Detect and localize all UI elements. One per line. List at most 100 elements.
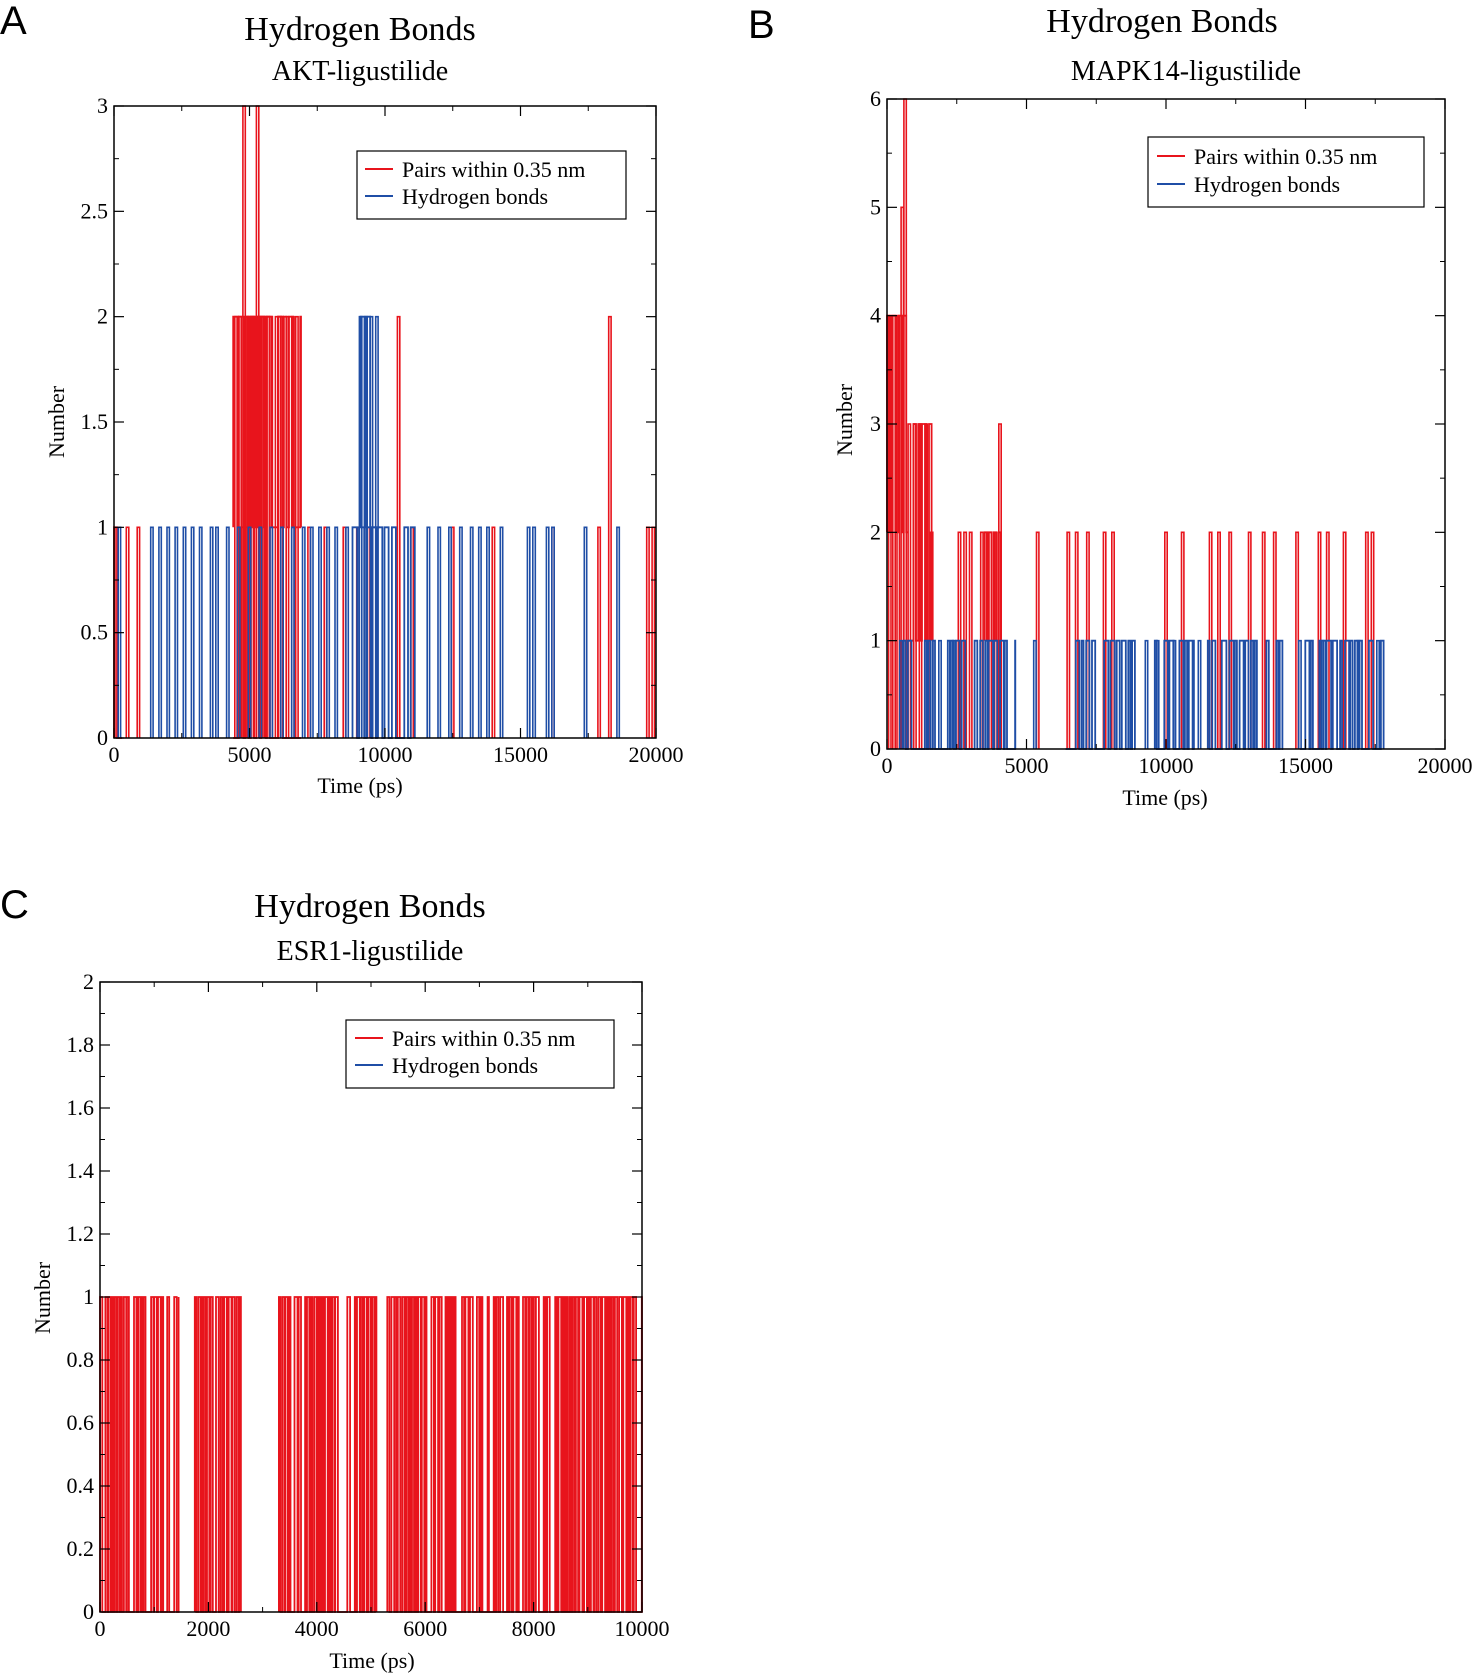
panel-b-pairs-spike-29 [1261,531,1266,749]
panel-a-legend-hbonds: Hydrogen bonds [402,184,548,209]
panel-a-hbonds-spike-15 [280,526,284,738]
panel-b-legend-box [1147,136,1425,208]
panel-a-xtick-label-3: 15000 [493,742,548,767]
panel-c-letter: C [0,883,29,927]
panel-a-hbonds-spike-11 [236,526,241,738]
panel-c-ytick-label-10: 2 [83,969,94,994]
panel-a-hbonds-spike-2 [158,526,163,738]
panel-a-ytick-label-5: 2.5 [81,198,109,223]
panel-c-ytick-label-8: 1.6 [67,1095,95,1120]
panel-a-hbonds-spike-4 [174,526,179,738]
panel-a-hbonds-spike-39 [583,526,588,738]
panel-b-hbonds-region-3 [1206,639,1284,750]
panel-a-xtick-label-0: 0 [109,742,120,767]
panel-a-hbonds-spike-6 [190,526,195,738]
panel-a-hbonds-spike-37 [545,526,550,738]
panel-c-ytick-label-4: 0.8 [67,1347,95,1372]
panel-b-pairs-spike-5 [907,423,912,749]
panel-a-hbonds-spike-7 [198,526,203,738]
panel-a-hbonds-spike-14 [269,526,274,738]
panel-a-hbonds-spike-25 [369,315,374,738]
panel-b-title: Hydrogen Bonds [1046,3,1277,40]
panel-a-hbonds-spike-21 [334,526,339,738]
panel-c-legend-pairs: Pairs within 0.35 nm [392,1026,575,1051]
panel-a-hbonds-spike-8 [209,526,214,738]
panel-c-ytick-label-3: 0.6 [67,1410,95,1435]
panel-b-hbonds-spike-7 [1197,639,1202,749]
panel-c-xtick-label-2: 4000 [295,1616,339,1641]
panel-a-hbonds-spike-3 [166,526,171,738]
panel-b-ticks: 0 5000 10000 15000 20000 0 1 2 3 4 5 6 [870,86,1473,778]
panel-a-plot-area: 0 5000 10000 15000 20000 0 0.5 1 1.5 2 2.5 3 [81,93,684,767]
panel-b-ytick-label-5: 5 [870,194,881,219]
panel-b-xtick-label-1: 5000 [1005,753,1049,778]
panel-b-hbonds-spike-2 [952,639,956,749]
panel-a-hbonds-spike-33 [486,526,490,738]
panel-a-ytick-label-1: 0.5 [81,620,109,645]
panel-c-pairs-region-2 [278,1296,378,1613]
panel-b-hbonds-spike-10 [1356,639,1361,749]
panel-a-pairs-spike-25 [491,526,496,738]
panel-c-ytick-label-7: 1.4 [67,1158,95,1183]
panel-a-pairs-spike-28 [607,315,612,738]
panel-c-xtick-label-3: 6000 [403,1616,447,1641]
panel-c-title: Hydrogen Bonds [254,888,485,925]
panel-b-ytick-label-1: 1 [870,628,881,653]
panel-a-pairs-spike-2 [136,526,141,738]
panel-b-hbonds-spike-4 [1144,639,1149,749]
panel-b-xtick-label-2: 10000 [1139,753,1194,778]
panel-c-series-pairs [99,1296,643,1613]
panel-a-ytick-label-0: 0 [97,725,108,750]
panel-b-ytick-label-2: 2 [870,519,881,544]
panel-a-hbonds-spike-27 [426,526,431,738]
panel-c-ytick-label-0: 0 [83,1599,94,1624]
panel-c-ytick-label-2: 0.4 [67,1473,95,1498]
panel-a-hbonds-spike-29 [448,526,452,738]
panel-b-hbonds-spike-1 [938,639,942,749]
panel-b-pairs-spike-8 [924,423,929,749]
panel-a-xtick-label-4: 20000 [629,742,684,767]
panel-a-legend: Pairs within 0.35 nm Hydrogen bonds [356,150,627,220]
panel-c-ytick-label-5: 1 [83,1284,94,1309]
panel-c-xtick-label-0: 0 [95,1616,106,1641]
panel-a-hbonds-spike-22 [345,526,350,738]
panel-a-hbonds-spike-30 [458,526,463,738]
panel-c-ytick-label-1: 0.2 [67,1536,95,1561]
panel-c-series-layer [99,1296,643,1613]
panel-a-hbonds-spike-13 [258,526,263,738]
panel-a-ytick-label-4: 2 [97,304,108,329]
panel-a-hbonds-spike-1 [149,526,154,738]
panel-a-hbonds-spike-38 [551,526,555,738]
panel-b-ytick-label-3: 3 [870,411,881,436]
panel-b-letter: B [748,3,775,47]
panel-a-hbonds-spike-36 [532,526,537,738]
panel-b-hbonds-spike-9 [1320,639,1325,749]
panel-b-legend: Pairs within 0.35 nm Hydrogen bonds [1147,136,1425,208]
panel-a-title: Hydrogen Bonds [244,11,475,48]
panel-a-xtick-label-2: 10000 [358,742,413,767]
panel-b-legend-pairs: Pairs within 0.35 nm [1194,144,1377,169]
panel-a-ytick-label-6: 3 [97,93,108,118]
panel-a-hbonds-spike-12 [247,526,252,738]
panel-a-ylabel: Number [44,385,69,458]
panel-a-hbonds-spike-20 [326,526,331,738]
panel-b-pairs-spike-18 [1066,531,1071,749]
panel-c-subtitle: ESR1-ligustilide [277,936,464,967]
panel-a-series-layer [113,105,656,739]
panel-b-hbonds-spike-5 [1155,639,1160,749]
panel-b-xlabel: Time (ps) [1122,785,1207,810]
panel-b-pairs-spike-6 [912,423,917,749]
panel-b-hbonds-spike-0 [899,639,903,749]
panel-a-hbonds-spike-24 [364,315,368,738]
panel-c-xtick-label-4: 8000 [512,1616,556,1641]
panel-c-pairs-region-0 [99,1296,180,1613]
panel-b-hbonds-spike-6 [1172,639,1177,749]
panel-c: C Hydrogen Bonds ESR1-ligustilide Time (… [0,883,670,1673]
panel-a-pairs-spike-12 [274,315,279,738]
panel-b: B Hydrogen Bonds MAPK14-ligustilide Time… [748,3,1473,810]
panel-c-plot-area: 0 2000 4000 6000 8000 10000 0 0.2 0.4 0.6 0.8 1 1.2 1… [67,969,670,1641]
panel-a-legend-box [356,150,627,220]
panel-a-ytick-label-3: 1.5 [81,409,109,434]
panel-a-hbonds-spike-28 [437,526,442,738]
